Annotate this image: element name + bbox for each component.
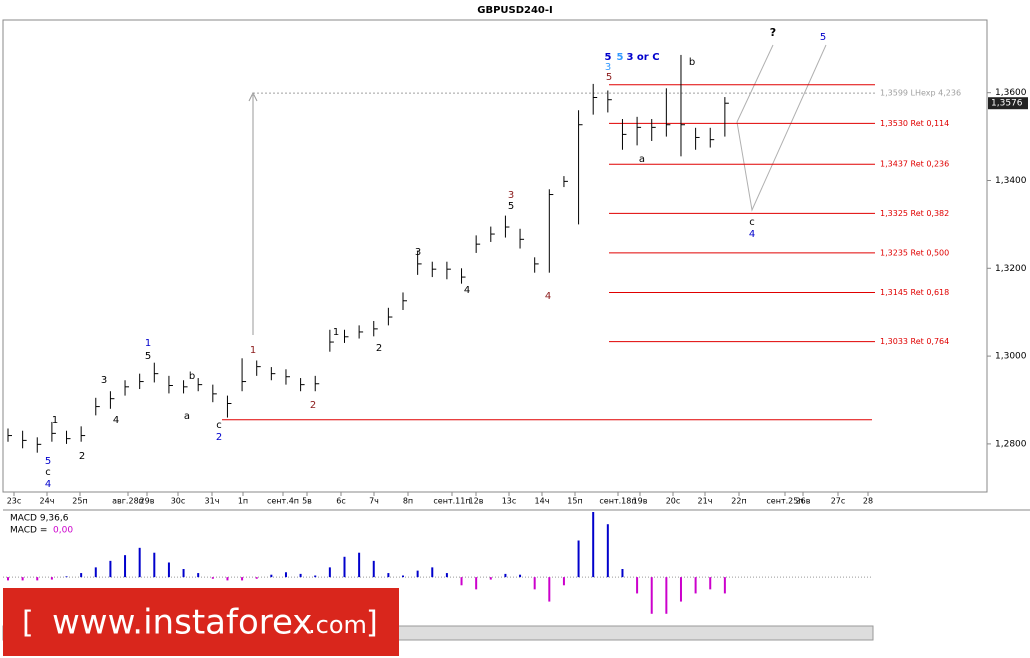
x-tick-label: 27с — [831, 497, 846, 506]
wave-label: 5 — [45, 456, 51, 467]
wave-label: ? — [770, 26, 776, 39]
wave-label: 1 — [333, 327, 339, 338]
x-tick-label: 21ч — [698, 497, 713, 506]
macd-value: 0,00 — [53, 526, 73, 536]
wave-label: 4 — [113, 415, 119, 426]
x-tick-label: 8п — [403, 497, 413, 506]
current-price-label: 1,3576 — [991, 99, 1023, 109]
wave-label: 3 or C — [626, 52, 659, 63]
wave-label: b — [189, 371, 195, 382]
x-tick-label: 14ч — [535, 497, 550, 506]
watermark: [ — [22, 606, 34, 641]
level-label: 1,3530 Ret 0,114 — [880, 119, 949, 128]
wave-label: 5 — [820, 32, 826, 43]
y-tick-label: 1,2800 — [995, 439, 1027, 449]
watermark: .com — [308, 611, 367, 639]
wave-label: 4 — [464, 285, 470, 296]
level-label: 1,3235 Ret 0,500 — [880, 248, 949, 257]
y-tick-label: 1,3200 — [995, 264, 1027, 274]
macd-title: MACD 9,36,6 — [10, 514, 69, 524]
wave-label: c — [45, 467, 51, 478]
x-tick-label: 1п — [238, 497, 248, 506]
wave-label: b — [689, 57, 695, 68]
chart-title: GBPUSD240-I — [477, 5, 553, 16]
level-label: 1,3325 Ret 0,382 — [880, 209, 949, 218]
wave-label: 1 — [52, 415, 58, 426]
wave-label: 5 — [606, 72, 612, 83]
wave-label: 3 — [101, 375, 107, 386]
plot-frame — [2, 19, 988, 493]
wave-label: 4 — [45, 479, 51, 490]
y-tick-label: 1,3400 — [995, 176, 1027, 186]
x-tick-label: авг.28п — [112, 497, 144, 506]
x-tick-label: 24ч — [40, 497, 55, 506]
x-tick-label: сент.4п — [267, 497, 299, 506]
wave-label: 5 — [508, 201, 514, 212]
wave-label: c — [749, 217, 755, 228]
wave-label: a — [184, 411, 190, 422]
wave-label: a — [639, 154, 645, 165]
wave-label: 3 — [508, 190, 514, 201]
x-tick-label: 7ч — [369, 497, 379, 506]
projection — [736, 44, 827, 212]
x-tick-label: 20с — [666, 497, 681, 506]
wave-label: 2 — [376, 343, 382, 354]
wave-label: 1 — [145, 338, 151, 349]
x-tick-label: 19в — [633, 497, 648, 506]
x-tick-label: 6с — [336, 497, 346, 506]
macd-caption: MACD = — [10, 526, 47, 536]
x-tick-label: 15п — [567, 497, 582, 506]
level-label: 1,3599 LHexp 4,236 — [880, 89, 961, 98]
x-tick-label: сент.18п — [599, 497, 636, 506]
watermark: www.instaforex — [52, 603, 312, 643]
wave-label: 4 — [545, 291, 551, 302]
wave-label: 5 — [617, 52, 624, 63]
x-tick-label: 26в — [796, 497, 811, 506]
wave-label: 2 — [79, 451, 85, 462]
wave-label: 5 — [605, 52, 612, 63]
wave-label: 3 — [605, 62, 611, 73]
x-tick-label: 25п — [72, 497, 87, 506]
x-tick-label: 22п — [731, 497, 746, 506]
wave-label: 5 — [145, 351, 151, 362]
wave-label: 1 — [250, 345, 256, 356]
x-tick-label: 12в — [469, 497, 484, 506]
y-tick-label: 1,3600 — [995, 88, 1027, 98]
level-label: 1,3033 Ret 0,764 — [880, 337, 949, 346]
current-price-box — [988, 97, 1028, 110]
watermark: ] — [366, 606, 378, 641]
wave-label: 4 — [749, 229, 755, 240]
x-tick-label: 23с — [7, 497, 22, 506]
x-tick-label: 13с — [502, 497, 517, 506]
y-tick-label: 1,3000 — [995, 352, 1027, 362]
projection — [736, 44, 774, 123]
x-tick-label: сент.11п — [433, 497, 470, 506]
x-tick-label: 5в — [302, 497, 312, 506]
x-tick-label: 29в — [140, 497, 155, 506]
level-label: 1,3145 Ret 0,618 — [880, 288, 949, 297]
x-tick-label: 28 — [863, 497, 873, 506]
x-tick-label: сент.25п — [766, 497, 803, 506]
wave-label: 2 — [310, 400, 316, 411]
wave-label: 2 — [216, 432, 222, 443]
wave-label: c — [216, 420, 222, 431]
level-label: 1,3437 Ret 0,236 — [880, 160, 949, 169]
x-tick-label: 30с — [171, 497, 186, 506]
watermark-box — [3, 588, 399, 656]
x-tick-label: 31ч — [205, 497, 220, 506]
